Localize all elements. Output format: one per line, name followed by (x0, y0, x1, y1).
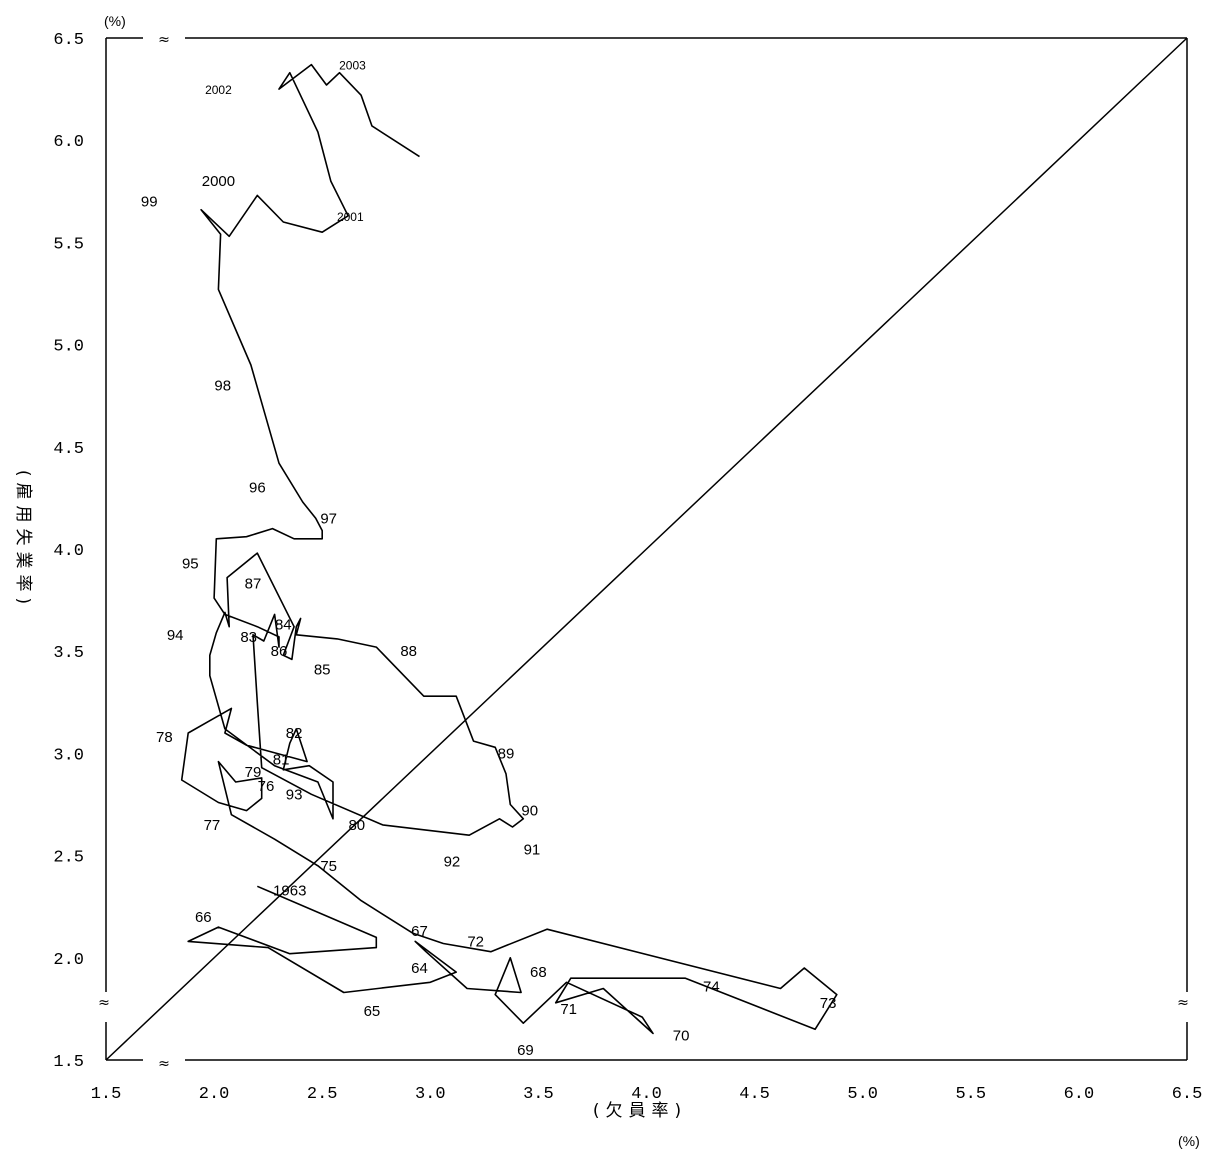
data-label: 95 (182, 555, 199, 572)
data-label: 67 (411, 923, 428, 940)
x-tick-labels: 1.5 2.0 2.5 3.0 3.5 4.0 4.5 5.0 5.5 6.0 6.5 (91, 1085, 1203, 1104)
data-label: 98 (214, 377, 231, 394)
plot-frame (105, 37, 1188, 1061)
y-tick-label: 6.0 (53, 133, 84, 152)
axis-break-mark: ≈ (158, 32, 170, 48)
data-label: 77 (204, 817, 221, 834)
y-tick-label: 4.0 (53, 542, 84, 561)
data-label: 2001 (337, 210, 364, 224)
data-label: 79 (245, 764, 262, 781)
y-axis-title: (雇用失業率) (13, 470, 33, 610)
y-tick-label: 2.0 (53, 951, 84, 970)
data-label: 92 (444, 854, 461, 871)
x-tick-label: 2.0 (199, 1085, 230, 1104)
data-label: 89 (498, 745, 515, 762)
x-tick-label: 4.5 (739, 1085, 770, 1104)
point-annotations: 1963 64 65 66 67 68 69 70 71 72 73 74 75 76 77 78 79 80 81… (141, 59, 837, 1059)
x-tick-label: 4.0 (631, 1085, 662, 1104)
data-label: 97 (320, 510, 337, 527)
data-label: 70 (673, 1027, 690, 1044)
data-label: 64 (411, 960, 428, 977)
y-tick-label: 3.5 (53, 644, 84, 663)
data-label: 99 (141, 194, 158, 211)
data-label: 84 (275, 617, 292, 634)
data-label: 87 (245, 576, 262, 593)
data-label: 72 (467, 933, 484, 950)
data-label: 96 (249, 480, 266, 497)
axis-break-mark: ≈ (98, 995, 110, 1011)
y-unit-label: (%) (104, 13, 126, 29)
x-tick-label: 6.0 (1064, 1085, 1095, 1104)
data-label: 66 (195, 909, 212, 926)
y-tick-labels: 6.5 6.0 5.5 5.0 4.5 4.0 3.5 3.0 2.5 2.0 1.5 (53, 31, 84, 1072)
data-label: 69 (517, 1042, 534, 1059)
x-tick-label: 1.5 (91, 1085, 122, 1104)
y-tick-label: 2.5 (53, 849, 84, 868)
data-label: 2002 (205, 83, 232, 97)
y-tick-label: 6.5 (53, 31, 84, 50)
data-label: 85 (314, 662, 331, 679)
data-label: 2000 (202, 173, 235, 190)
data-label: 93 (286, 786, 303, 803)
axis-break-mark: ≈ (158, 1056, 170, 1072)
x-tick-label: 5.5 (955, 1085, 986, 1104)
x-unit-label: (%) (1178, 1133, 1200, 1149)
data-label: 91 (524, 841, 541, 858)
data-label: 71 (560, 1001, 577, 1018)
y-tick-label: 5.0 (53, 338, 84, 357)
data-label: 2003 (339, 59, 366, 73)
x-axis-title: (欠員率) (593, 1101, 687, 1121)
data-label: 83 (240, 629, 257, 646)
axis-break-mark: ≈ (1177, 995, 1189, 1011)
data-label: 90 (521, 803, 538, 820)
y-tick-label: 3.0 (53, 746, 84, 765)
y-tick-label: 4.5 (53, 440, 84, 459)
x-tick-label: 6.5 (1172, 1085, 1203, 1104)
data-label: 81 (273, 752, 290, 769)
y-tick-label: 5.5 (53, 235, 84, 254)
x-tick-label: 3.0 (415, 1085, 446, 1104)
series-line (180, 63, 838, 1035)
x-tick-label: 2.5 (307, 1085, 338, 1104)
data-label: 88 (400, 643, 417, 660)
x-tick-label: 5.0 (847, 1085, 878, 1104)
data-label: 1963 (273, 882, 306, 899)
data-label: 76 (258, 778, 275, 795)
x-tick-label: 3.5 (523, 1085, 554, 1104)
data-label: 78 (156, 729, 173, 746)
data-label: 94 (167, 627, 184, 644)
axis-break-marks: ≈ ≈ ≈ ≈ (98, 32, 1189, 1072)
data-label: 86 (271, 643, 288, 660)
data-label: 80 (348, 817, 365, 834)
data-label: 68 (530, 964, 547, 981)
data-label: 82 (286, 725, 303, 742)
data-label: 75 (320, 858, 337, 875)
y-tick-label: 1.5 (53, 1053, 84, 1072)
reference-diagonal-line (105, 37, 1188, 1061)
data-label: 73 (820, 995, 837, 1012)
data-label: 74 (703, 978, 720, 995)
data-label: 65 (364, 1003, 381, 1020)
